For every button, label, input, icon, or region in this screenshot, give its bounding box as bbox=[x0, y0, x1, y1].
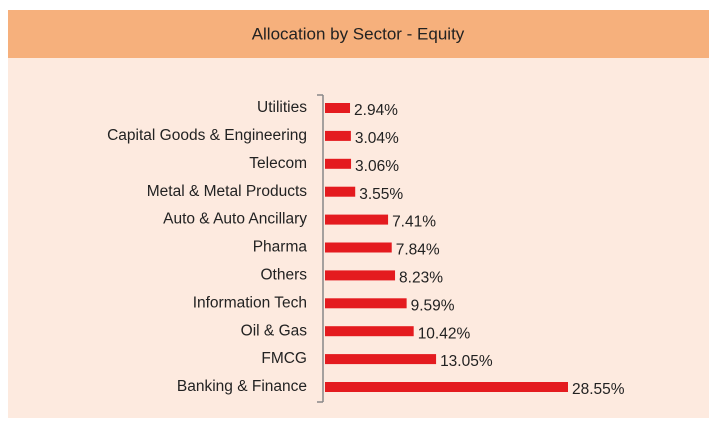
category-label: Information Tech bbox=[193, 294, 307, 311]
bar bbox=[325, 270, 396, 281]
category-label: FMCG bbox=[261, 350, 307, 367]
bar bbox=[325, 214, 389, 225]
value-label: 28.55% bbox=[572, 381, 625, 398]
value-label: 7.41% bbox=[392, 214, 436, 231]
header-band bbox=[8, 10, 709, 58]
value-label: 7.84% bbox=[396, 242, 440, 259]
value-label: 8.23% bbox=[399, 269, 443, 286]
chart-title: Allocation by Sector - Equity bbox=[252, 24, 465, 43]
value-label: 2.94% bbox=[354, 102, 398, 119]
category-label: Pharma bbox=[253, 239, 308, 256]
category-label: Others bbox=[260, 266, 307, 283]
category-label: Capital Goods & Engineering bbox=[107, 127, 307, 144]
bar bbox=[325, 298, 407, 309]
category-label: Telecom bbox=[249, 155, 307, 172]
bar bbox=[325, 354, 437, 365]
value-label: 13.05% bbox=[440, 353, 493, 370]
value-label: 10.42% bbox=[418, 325, 471, 342]
bar bbox=[325, 103, 351, 113]
bar bbox=[325, 242, 392, 253]
bar bbox=[325, 326, 414, 337]
category-label: Banking & Finance bbox=[177, 378, 307, 395]
bar bbox=[325, 158, 352, 169]
value-label: 3.06% bbox=[355, 158, 399, 175]
bar bbox=[325, 382, 568, 392]
value-label: 3.04% bbox=[355, 130, 399, 147]
value-label: 3.55% bbox=[359, 186, 403, 203]
category-label: Oil & Gas bbox=[241, 322, 308, 339]
panel bbox=[8, 10, 709, 418]
value-label: 9.59% bbox=[411, 297, 455, 314]
bar bbox=[325, 130, 351, 141]
category-label: Metal & Metal Products bbox=[147, 183, 307, 200]
bar bbox=[325, 186, 356, 197]
category-label: Utilities bbox=[257, 99, 307, 116]
category-label: Auto & Auto Ancillary bbox=[163, 211, 307, 228]
